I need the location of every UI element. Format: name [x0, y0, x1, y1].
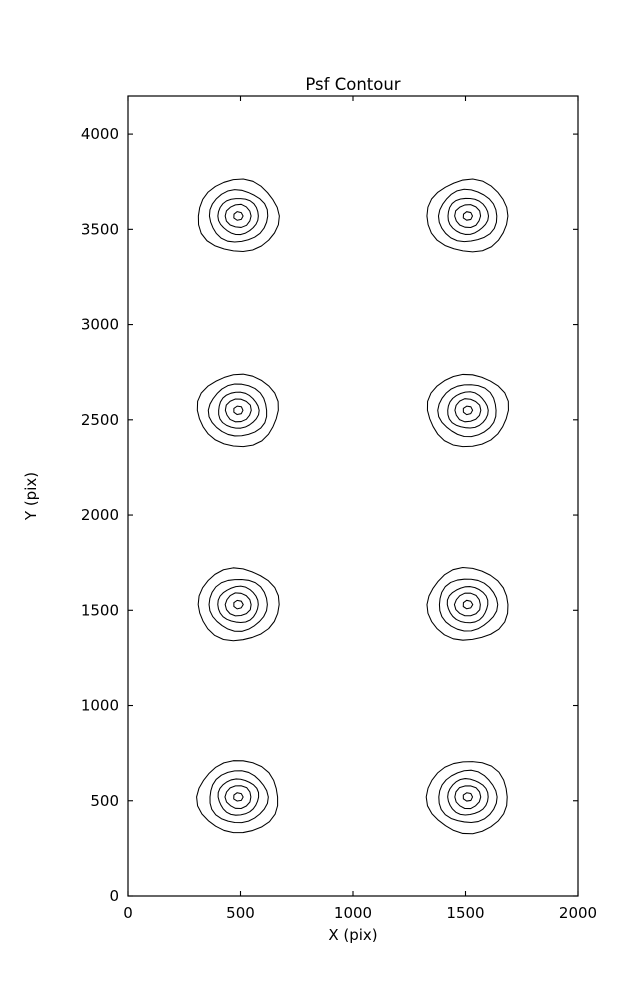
- y-tick: 1000: [81, 697, 578, 715]
- y-tick-label: 500: [90, 792, 119, 810]
- y-tick-label: 3500: [81, 220, 119, 238]
- x-tick: 0: [123, 96, 133, 922]
- contour-ring: [224, 203, 252, 228]
- contour-ring: [196, 760, 279, 834]
- contour-ring: [447, 778, 489, 816]
- contour-ring: [446, 586, 489, 624]
- contour-ring: [437, 188, 498, 243]
- y-tick: 0: [109, 887, 578, 905]
- x-axis-label: X (pix): [328, 926, 377, 944]
- x-tick: 1000: [334, 96, 372, 922]
- y-tick-label: 3000: [81, 316, 119, 334]
- contour-ring: [217, 198, 259, 236]
- psf-contour-cluster: [426, 373, 509, 448]
- contour-ring: [454, 204, 482, 229]
- contour-ring: [217, 778, 260, 816]
- contour-ring: [207, 383, 268, 437]
- contour-ring: [224, 785, 252, 809]
- y-tick: 500: [90, 792, 578, 810]
- contour-ring: [224, 592, 252, 617]
- psf-contour-cluster: [197, 567, 280, 642]
- contour-ring: [462, 599, 474, 610]
- contour-ring: [453, 592, 481, 617]
- psf-contour-cluster: [197, 178, 280, 253]
- y-axis-label: Y (pix): [22, 472, 40, 521]
- psf-contour-cluster: [196, 373, 279, 448]
- contour-ring: [233, 405, 244, 416]
- contour-ring: [233, 599, 244, 610]
- x-tick: 1500: [446, 96, 485, 922]
- contour-ring: [425, 761, 508, 835]
- contour-ring: [447, 197, 490, 235]
- psf-contour-cluster: [426, 566, 509, 641]
- contour-ring: [454, 398, 482, 423]
- y-tick: 2500: [81, 411, 578, 429]
- x-tick-label: 1000: [334, 904, 372, 922]
- y-tick-label: 2000: [81, 506, 119, 524]
- contour-ring: [233, 211, 244, 221]
- contour-ring: [426, 566, 509, 641]
- contour-ring: [426, 373, 509, 448]
- psf-contour-cluster: [426, 178, 509, 253]
- y-tick-label: 0: [109, 887, 119, 905]
- contour-ring: [208, 189, 269, 243]
- y-tick: 3000: [81, 316, 578, 334]
- y-tick-label: 1500: [81, 601, 119, 619]
- x-tick-label: 500: [226, 904, 255, 922]
- contour-ring: [197, 178, 280, 253]
- contour-ring: [462, 405, 474, 416]
- y-tick: 2000: [81, 506, 578, 524]
- contour-layer: [196, 178, 509, 835]
- contour-ring: [233, 792, 244, 802]
- y-tick-label: 2500: [81, 411, 119, 429]
- contour-ring: [438, 769, 498, 823]
- contour-ring: [224, 398, 252, 423]
- contour-ring: [437, 384, 497, 438]
- x-tick-label: 0: [123, 904, 133, 922]
- y-tick: 1500: [81, 601, 578, 619]
- x-axis-ticks: 0 500 1000 1500 2000: [123, 96, 597, 922]
- page-title: Psf Contour: [305, 75, 400, 94]
- contour-ring: [454, 785, 482, 810]
- contour-ring: [438, 578, 499, 632]
- contour-ring: [426, 178, 509, 253]
- x-tick: 2000: [559, 96, 597, 922]
- x-tick-label: 1500: [446, 904, 484, 922]
- y-tick: 3500: [81, 220, 578, 238]
- contour-ring: [217, 585, 259, 624]
- psf-contour-cluster: [196, 760, 279, 834]
- contour-ring: [218, 391, 260, 429]
- contour-ring: [447, 391, 489, 429]
- x-tick: 500: [226, 96, 255, 922]
- contour-ring: [462, 211, 474, 221]
- y-tick-label: 1000: [81, 697, 119, 715]
- contour-ring: [208, 578, 268, 632]
- contour-ring: [209, 770, 269, 824]
- y-axis-ticks: 0 500 1000 1500 2000 2500 3000 3500 4000: [81, 125, 578, 905]
- y-tick-label: 4000: [81, 125, 119, 143]
- contour-ring: [462, 792, 474, 802]
- contour-ring: [197, 567, 280, 642]
- psf-contour-cluster: [425, 761, 508, 835]
- contour-ring: [196, 373, 279, 448]
- x-tick-label: 2000: [559, 904, 597, 922]
- y-tick: 4000: [81, 125, 578, 143]
